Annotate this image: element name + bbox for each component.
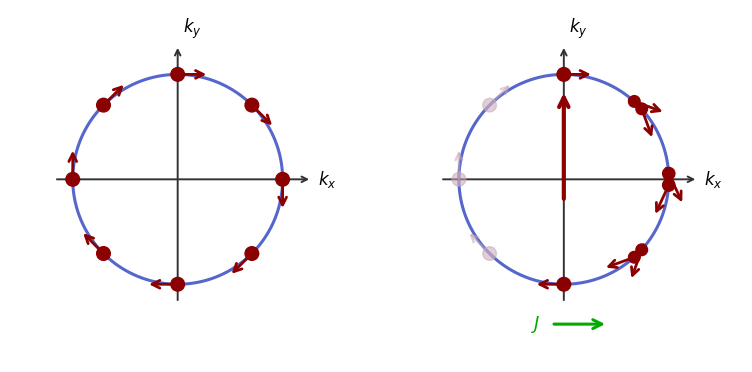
Text: $k_y$: $k_y$ (569, 17, 588, 41)
Circle shape (245, 247, 259, 260)
Circle shape (66, 173, 80, 186)
Circle shape (557, 68, 571, 81)
Circle shape (97, 98, 111, 112)
Circle shape (557, 278, 571, 291)
Circle shape (663, 179, 675, 191)
Text: $k_y$: $k_y$ (183, 17, 202, 41)
Text: $J$: $J$ (531, 314, 541, 335)
Circle shape (629, 251, 640, 263)
Circle shape (171, 278, 184, 291)
Circle shape (663, 167, 675, 180)
Circle shape (276, 173, 290, 186)
Circle shape (483, 98, 496, 112)
Circle shape (483, 247, 496, 260)
Text: $k_x$: $k_x$ (705, 169, 723, 190)
Text: $k_x$: $k_x$ (318, 169, 337, 190)
Circle shape (629, 96, 640, 107)
Circle shape (97, 247, 111, 260)
Circle shape (171, 68, 184, 81)
Circle shape (245, 98, 259, 112)
Circle shape (636, 244, 647, 256)
Circle shape (636, 103, 647, 115)
Circle shape (452, 173, 465, 186)
